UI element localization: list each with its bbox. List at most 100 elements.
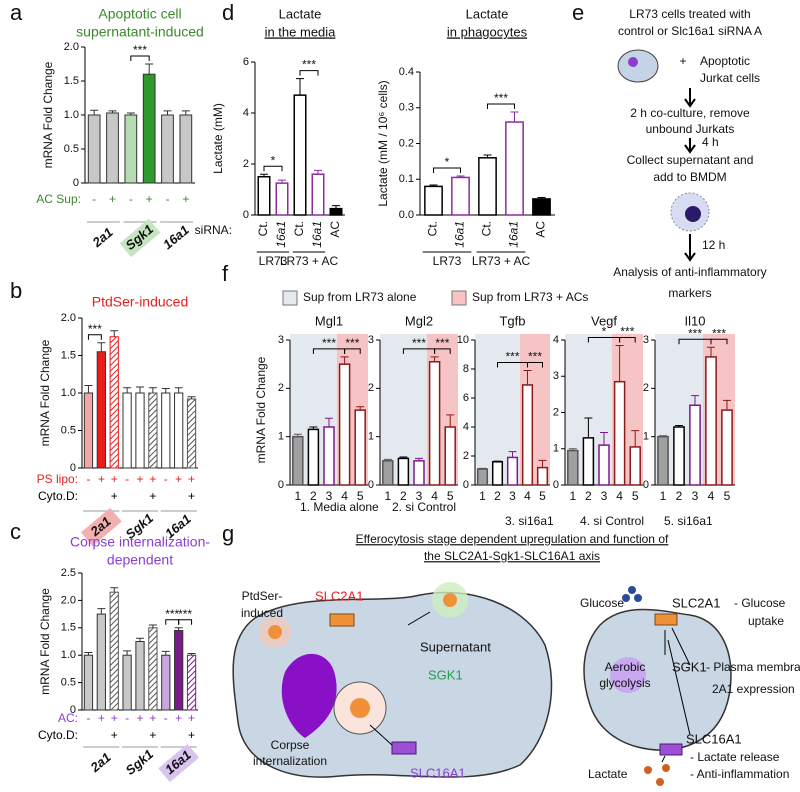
- bar: [582, 437, 595, 486]
- g-text: internalization: [253, 754, 327, 768]
- x-tick-label: 4: [616, 489, 623, 503]
- x-tick-label: Ct.: [292, 221, 306, 236]
- group-label: Sgk1: [123, 746, 156, 777]
- error-bar: [429, 184, 438, 187]
- bar: [338, 363, 351, 486]
- legend-swatch: [282, 290, 298, 306]
- sig-label: ***: [505, 350, 519, 364]
- error-bar: [161, 650, 170, 656]
- y-tick-label: 1: [368, 431, 374, 443]
- y-tick-label: 0.2: [399, 137, 414, 149]
- bar: [135, 392, 145, 469]
- error-bar: [325, 417, 333, 427]
- g-text: uptake: [748, 614, 784, 628]
- e-text: 12 h: [702, 238, 725, 252]
- panel-label: a: [10, 0, 23, 25]
- e-text: markers: [668, 286, 711, 300]
- row-sign: -: [129, 192, 133, 206]
- row-sign: -: [125, 472, 129, 486]
- error-bar: [584, 417, 593, 438]
- bar: [521, 384, 534, 486]
- x-tick-label: 4: [524, 489, 531, 503]
- error-bar: [309, 426, 318, 430]
- y-axis-label: mRNA Fold Change: [41, 61, 55, 168]
- bar: [161, 654, 171, 711]
- sig-bracket: [433, 167, 461, 174]
- error-bar: [523, 369, 532, 385]
- arrow: [369, 611, 431, 746]
- error-bar: [181, 110, 190, 115]
- e-text: control or Slc16a1 siRNA A: [618, 24, 762, 38]
- e-text: Analysis of anti-inflammatory: [613, 265, 766, 279]
- cell-nucleus: [628, 57, 638, 67]
- e-text: +: [679, 54, 686, 68]
- x-tick-label: 3: [509, 489, 516, 503]
- arrow: [684, 234, 696, 262]
- y-tick-label: 0.5: [61, 677, 76, 689]
- sig-label: *: [271, 153, 276, 167]
- arrow: [661, 627, 691, 763]
- bar: [96, 351, 106, 469]
- bar: [124, 114, 138, 184]
- sig-label: ***: [345, 336, 359, 350]
- bar: [705, 356, 717, 486]
- row-sign: +: [175, 711, 182, 725]
- row-sign: +: [136, 711, 143, 725]
- error-bar: [84, 385, 93, 393]
- g-title: Efferocytosis stage dependent upregulati…: [356, 532, 669, 546]
- error-bar: [126, 112, 135, 115]
- sig-bracket: [130, 55, 150, 61]
- bar: [83, 392, 94, 469]
- chart-title: supernatant-induced: [76, 24, 204, 40]
- sig-bracket: [178, 619, 193, 625]
- sig-label: ***: [712, 326, 726, 340]
- error-bar: [161, 388, 170, 393]
- row-sign: +: [149, 711, 156, 725]
- x-tick-label: 5: [357, 489, 364, 503]
- x-tick-label: 1: [660, 489, 667, 503]
- bar: [109, 591, 119, 711]
- sig-bracket: [263, 165, 283, 172]
- bar: [689, 404, 701, 486]
- footnote: 4. si Control: [580, 514, 644, 528]
- footnote: 1. Media alone: [300, 500, 379, 514]
- e-text: Jurkat cells: [700, 71, 760, 85]
- bar: [148, 392, 158, 469]
- bmdm-nucleus: [685, 206, 701, 222]
- row-sign: -: [86, 711, 90, 725]
- y-tick-label: 0.3: [399, 102, 414, 114]
- bar: [174, 392, 184, 469]
- bar: [478, 157, 497, 216]
- row-sign: +: [175, 472, 182, 486]
- panel-label: f: [222, 261, 229, 286]
- x-tick-label: 3: [601, 489, 608, 503]
- y-tick-label: 0.5: [61, 424, 76, 436]
- x-tick-label: 2: [400, 489, 407, 503]
- bar: [629, 446, 641, 486]
- sig-bracket: [487, 103, 515, 110]
- y-tick-label: 0.5: [64, 143, 79, 155]
- bar: [161, 392, 171, 469]
- e-text: unbound Jurkats: [646, 122, 735, 136]
- bar: [87, 114, 101, 184]
- chart-title: dependent: [107, 552, 173, 568]
- group-label: LR73: [433, 254, 462, 268]
- x-tick-label: 5: [632, 489, 639, 503]
- g-text: glycolysis: [599, 676, 650, 690]
- y-tick-label: 0: [643, 479, 649, 491]
- x-tick-label: 1: [294, 489, 301, 503]
- panel-g: Efferocytosis stage dependent upregulati…: [232, 532, 800, 786]
- y-tick-label: 0: [70, 462, 76, 474]
- arrow: [684, 88, 696, 108]
- row-sign: +: [188, 472, 195, 486]
- x-tick-label: 16a1: [507, 221, 521, 248]
- chart-title: Tgfb: [499, 313, 525, 328]
- bar: [532, 198, 551, 216]
- y-tick-label: 0: [553, 479, 559, 491]
- y-tick-label: 1: [278, 431, 284, 443]
- y-tick-label: 3: [553, 370, 559, 382]
- legend-label: Sup from LR73 + ACs: [472, 290, 588, 304]
- y-tick-label: 4: [463, 421, 469, 433]
- sig-label: ***: [435, 336, 449, 350]
- arrow: [684, 138, 696, 154]
